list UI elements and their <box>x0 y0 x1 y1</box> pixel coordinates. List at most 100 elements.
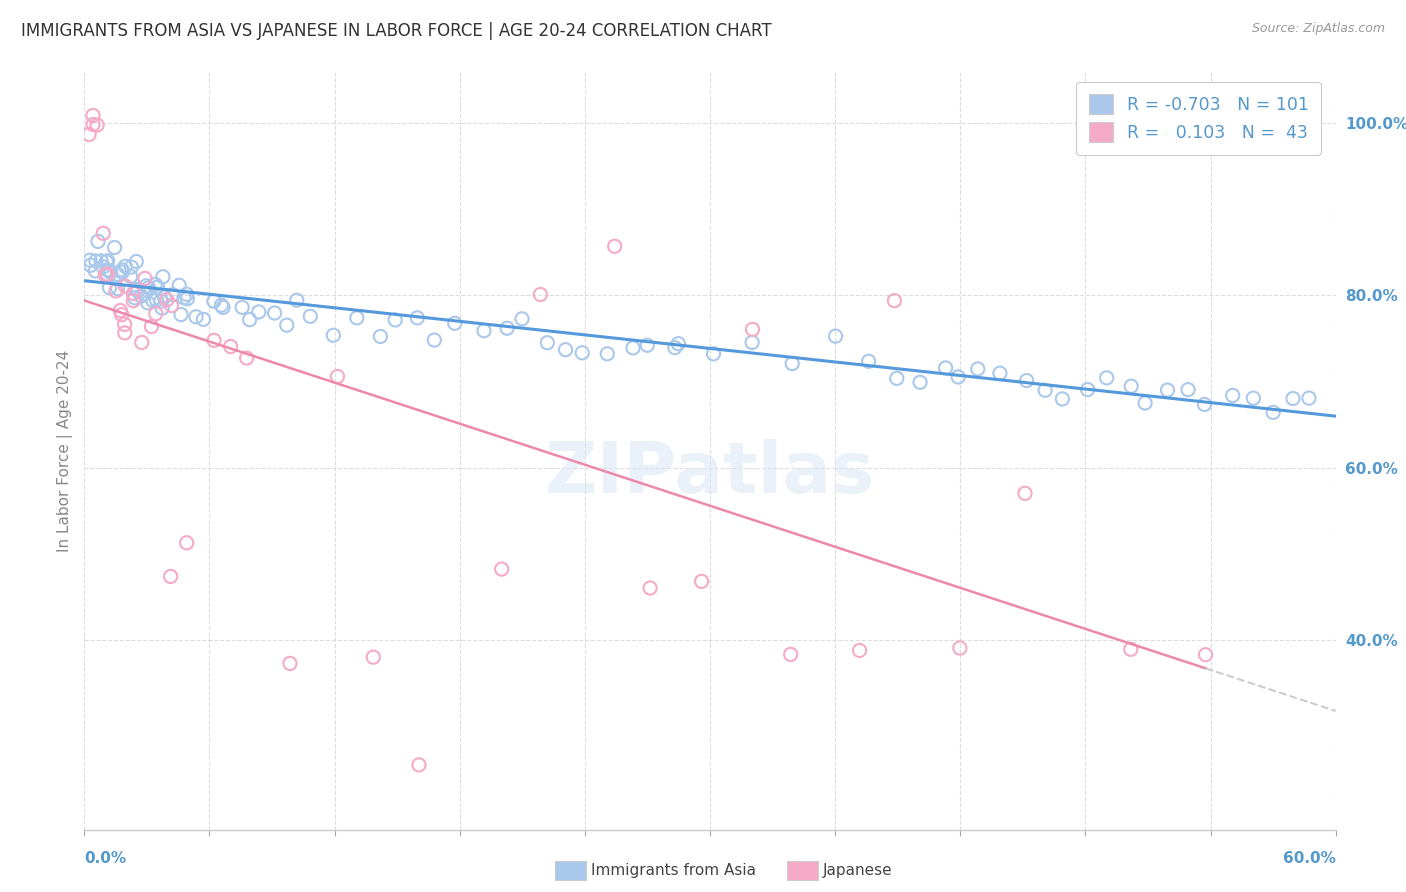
Point <box>98 263 121 277</box>
Point <box>129 289 152 303</box>
Point <box>97 253 120 268</box>
Point <box>666 336 689 351</box>
Point <box>79 258 101 272</box>
Point <box>104 284 127 298</box>
Point <box>702 347 724 361</box>
Point <box>1241 391 1264 405</box>
Point <box>97 268 120 283</box>
Text: Immigrants from Asia: Immigrants from Asia <box>591 863 755 878</box>
Point <box>125 254 148 268</box>
Point <box>124 291 146 305</box>
Point <box>84 254 107 268</box>
Point <box>136 295 159 310</box>
Point <box>596 347 619 361</box>
Point <box>103 240 125 254</box>
Point <box>150 301 173 315</box>
Point <box>1177 383 1199 397</box>
Point <box>322 328 344 343</box>
Point <box>142 293 165 308</box>
Point <box>1263 405 1285 419</box>
Point <box>1121 379 1143 393</box>
Point <box>935 360 957 375</box>
Point <box>202 334 225 348</box>
Point <box>153 290 176 304</box>
Point <box>780 357 803 371</box>
Point <box>638 581 661 595</box>
Point <box>120 260 142 274</box>
Point <box>1033 384 1056 398</box>
Legend: R = -0.703   N = 101, R =   0.103   N =  43: R = -0.703 N = 101, R = 0.103 N = 43 <box>1077 81 1320 154</box>
Point <box>536 335 558 350</box>
Point <box>1133 396 1156 410</box>
Point <box>152 269 174 284</box>
Point <box>114 318 136 332</box>
Point <box>1298 391 1320 405</box>
Text: 0.0%: 0.0% <box>84 851 127 866</box>
Point <box>86 118 108 132</box>
Point <box>883 293 905 308</box>
Point <box>472 324 495 338</box>
Point <box>131 335 153 350</box>
Point <box>100 265 122 279</box>
Point <box>529 287 551 301</box>
Point <box>1156 383 1178 397</box>
Point <box>146 280 169 294</box>
Point <box>98 280 121 294</box>
Point <box>510 311 533 326</box>
Point <box>571 346 593 360</box>
Point <box>134 271 156 285</box>
Point <box>908 376 931 390</box>
Point <box>278 657 301 671</box>
Point <box>212 301 235 315</box>
Point <box>193 312 215 326</box>
Text: ZIPatlas: ZIPatlas <box>546 439 875 508</box>
Point <box>741 322 763 336</box>
Point <box>156 293 179 307</box>
Point <box>122 286 145 301</box>
Point <box>966 362 988 376</box>
Point <box>96 254 118 268</box>
Y-axis label: In Labor Force | Age 20-24: In Labor Force | Age 20-24 <box>58 350 73 551</box>
Point <box>406 310 429 325</box>
Point <box>554 343 576 357</box>
Point <box>326 369 349 384</box>
Text: Source: ZipAtlas.com: Source: ZipAtlas.com <box>1251 22 1385 36</box>
Point <box>176 292 198 306</box>
Point <box>949 641 972 656</box>
Point <box>90 253 112 268</box>
Point <box>263 306 285 320</box>
Point <box>235 351 257 365</box>
Point <box>107 267 129 281</box>
Point <box>202 294 225 309</box>
Point <box>1194 397 1216 411</box>
Point <box>1095 371 1118 385</box>
Point <box>110 303 132 318</box>
Point <box>384 313 406 327</box>
Point <box>848 643 870 657</box>
Point <box>636 338 658 352</box>
Point <box>621 341 644 355</box>
Point <box>122 293 145 308</box>
Point <box>107 281 129 295</box>
Point <box>779 648 801 662</box>
Point <box>141 319 163 334</box>
Point <box>361 650 384 665</box>
Point <box>77 128 100 142</box>
Point <box>1222 388 1244 402</box>
Point <box>184 310 207 324</box>
Point <box>114 260 136 274</box>
Point <box>96 267 118 281</box>
Point <box>491 562 513 576</box>
Point <box>114 279 136 293</box>
Point <box>690 574 713 589</box>
Point <box>1194 648 1216 662</box>
Point <box>125 282 148 296</box>
Point <box>408 757 430 772</box>
Point <box>170 308 193 322</box>
Point <box>111 265 134 279</box>
Point <box>443 316 465 330</box>
Point <box>741 335 763 350</box>
Point <box>162 287 184 301</box>
Point <box>247 305 270 319</box>
Point <box>91 227 114 241</box>
